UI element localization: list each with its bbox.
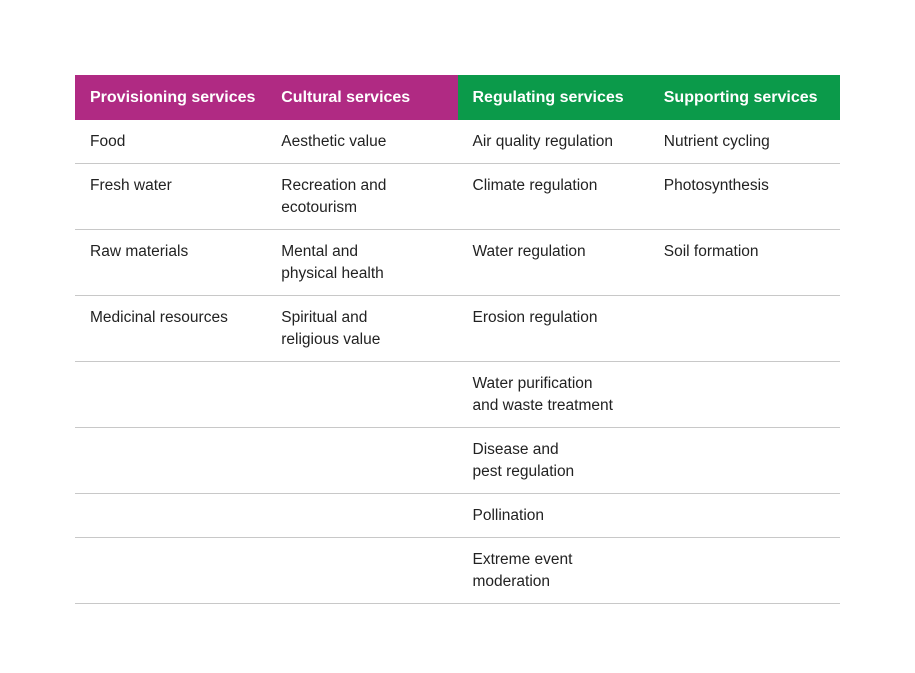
- cell-cultural: [266, 537, 458, 604]
- table-row: Water purification and waste treatment: [75, 361, 840, 428]
- cell-text-line: ecotourism: [281, 199, 358, 216]
- cell-provisioning: Food: [75, 120, 267, 164]
- ecosystem-services-table: Provisioning services Cultural services …: [75, 75, 840, 604]
- table-row: Extreme event moderation: [75, 537, 840, 604]
- table-row: Fresh water Recreation and ecotourism Clima…: [75, 163, 840, 230]
- cell-supporting: [648, 361, 840, 428]
- cell-text-line: Erosion regulation: [472, 309, 598, 326]
- header-regulating-services: Regulating services: [457, 75, 649, 120]
- cell-supporting: [648, 427, 840, 494]
- cell-text-line: Food: [90, 133, 126, 150]
- cell-text-line: Nutrient cycling: [663, 133, 770, 150]
- table-row: Pollination: [75, 493, 840, 538]
- cell-text-line: Mental and: [281, 243, 358, 260]
- cell-text-line: Raw materials: [90, 243, 189, 260]
- header-supporting-services: Supporting services: [648, 75, 840, 120]
- cell-text-line: Fresh water: [90, 177, 172, 194]
- cell-text-line: Recreation and: [281, 177, 387, 194]
- cell-cultural: Aesthetic value: [266, 120, 458, 164]
- cell-cultural: Mental and physical health: [266, 229, 458, 296]
- table-row: Raw materials Mental and physical health Wa…: [75, 229, 840, 296]
- cell-regulating: Pollination: [457, 493, 649, 538]
- cell-cultural: Recreation and ecotourism: [266, 163, 458, 230]
- header-provisioning-services: Provisioning services: [75, 75, 267, 120]
- cell-text-line: religious value: [281, 331, 381, 348]
- cell-regulating: Air quality regulation: [457, 120, 649, 164]
- table-row: Disease and pest regulation: [75, 427, 840, 494]
- cell-provisioning: Fresh water: [75, 163, 267, 230]
- cell-supporting: [648, 537, 840, 604]
- table-row: Food Aesthetic value Air quality regulatio…: [75, 120, 840, 164]
- cell-supporting: Soil formation: [648, 229, 840, 296]
- table-row: Medicinal resources Spiritual and religiou…: [75, 295, 840, 362]
- cell-cultural: [266, 427, 458, 494]
- cell-provisioning: [75, 493, 267, 538]
- cell-supporting: [648, 295, 840, 362]
- cell-cultural: Spiritual and religious value: [266, 295, 458, 362]
- header-row: Provisioning services Cultural services …: [75, 75, 840, 120]
- cell-text-line: Water purification: [472, 375, 593, 392]
- cell-text-line: Extreme event: [472, 551, 573, 568]
- cell-text-line: moderation: [472, 573, 551, 590]
- cell-regulating: Water regulation: [457, 229, 649, 296]
- cell-provisioning: Raw materials: [75, 229, 267, 296]
- cell-text-line: Medicinal resources: [90, 309, 228, 326]
- cell-text-line: Disease and: [472, 441, 559, 458]
- cell-provisioning: [75, 537, 267, 604]
- cell-supporting: Photosynthesis: [648, 163, 840, 230]
- cell-text-line: pest regulation: [472, 463, 575, 480]
- cell-regulating: Extreme event moderation: [457, 537, 649, 604]
- cell-provisioning: [75, 361, 267, 428]
- cell-supporting: [648, 493, 840, 538]
- header-cultural-services: Cultural services: [266, 75, 458, 120]
- cell-supporting: Nutrient cycling: [648, 120, 840, 164]
- services-table: Provisioning services Cultural services …: [75, 75, 840, 604]
- cell-text-line: Climate regulation: [472, 177, 598, 194]
- cell-regulating: Disease and pest regulation: [457, 427, 649, 494]
- cell-cultural: [266, 361, 458, 428]
- cell-regulating: Water purification and waste treatment: [457, 361, 649, 428]
- cell-text-line: Pollination: [472, 507, 545, 524]
- cell-text-line: Air quality regulation: [472, 133, 613, 150]
- cell-text-line: Spiritual and: [281, 309, 368, 326]
- cell-text-line: Soil formation: [663, 243, 759, 260]
- cell-provisioning: [75, 427, 267, 494]
- cell-regulating: Climate regulation: [457, 163, 649, 230]
- cell-regulating: Erosion regulation: [457, 295, 649, 362]
- cell-text-line: physical health: [281, 265, 384, 282]
- cell-text-line: Photosynthesis: [663, 177, 769, 194]
- cell-text-line: and waste treatment: [472, 397, 613, 414]
- table-body: Food Aesthetic value Air quality regulatio…: [75, 120, 840, 604]
- cell-provisioning: Medicinal resources: [75, 295, 267, 362]
- cell-cultural: [266, 493, 458, 538]
- cell-text-line: Aesthetic value: [281, 133, 387, 150]
- cell-text-line: Water regulation: [472, 243, 586, 260]
